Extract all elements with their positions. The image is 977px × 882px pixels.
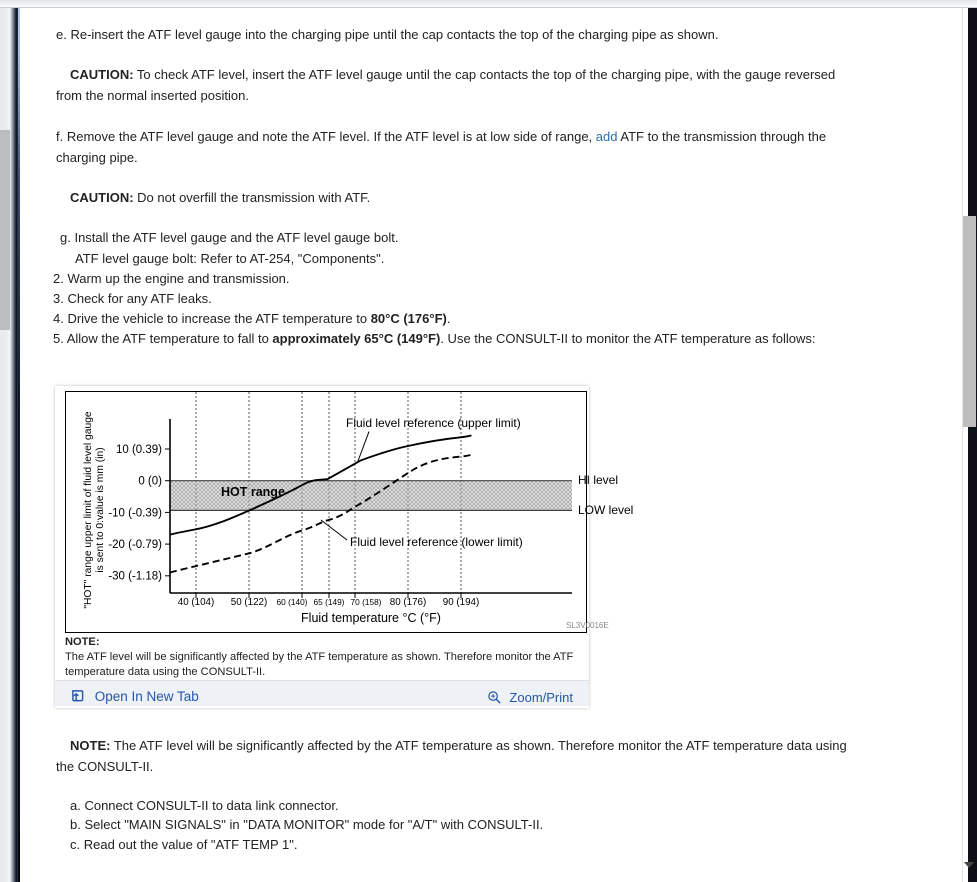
- svg-text:70 (158): 70 (158): [351, 597, 382, 607]
- svg-text:90 (194): 90 (194): [443, 597, 480, 608]
- svg-text:LOW level: LOW level: [578, 503, 633, 517]
- svg-text:HOT range: HOT range: [221, 485, 285, 499]
- svg-text:-20 (-0.79): -20 (-0.79): [108, 539, 162, 551]
- svg-text:Fluid temperature °C (°F): Fluid temperature °C (°F): [301, 611, 441, 625]
- svg-text:Fluid level reference (upper l: Fluid level reference (upper limit): [346, 416, 521, 430]
- svg-text:-10 (-0.39): -10 (-0.39): [108, 508, 162, 520]
- svg-text:50 (122): 50 (122): [231, 597, 268, 608]
- svg-text:-30 (-1.18): -30 (-1.18): [108, 571, 162, 583]
- svg-text:"HOT" range upper limit of flu: "HOT" range upper limit of fluid level g…: [83, 411, 94, 609]
- svg-text:is sent to 0:value is mm (in): is sent to 0:value is mm (in): [95, 447, 106, 572]
- svg-text:65 (149): 65 (149): [314, 597, 345, 607]
- svg-text:Fluid level reference (lower l: Fluid level reference (lower limit): [350, 535, 523, 549]
- svg-text:80 (176): 80 (176): [390, 597, 427, 608]
- svg-text:0 (0): 0 (0): [138, 476, 162, 488]
- svg-text:40 (104): 40 (104): [178, 597, 215, 608]
- svg-text:60 (140): 60 (140): [277, 597, 308, 607]
- svg-text:10 (0.39): 10 (0.39): [116, 444, 162, 456]
- svg-text:HI level: HI level: [578, 473, 618, 487]
- svg-text:SL3V0016E: SL3V0016E: [566, 621, 609, 630]
